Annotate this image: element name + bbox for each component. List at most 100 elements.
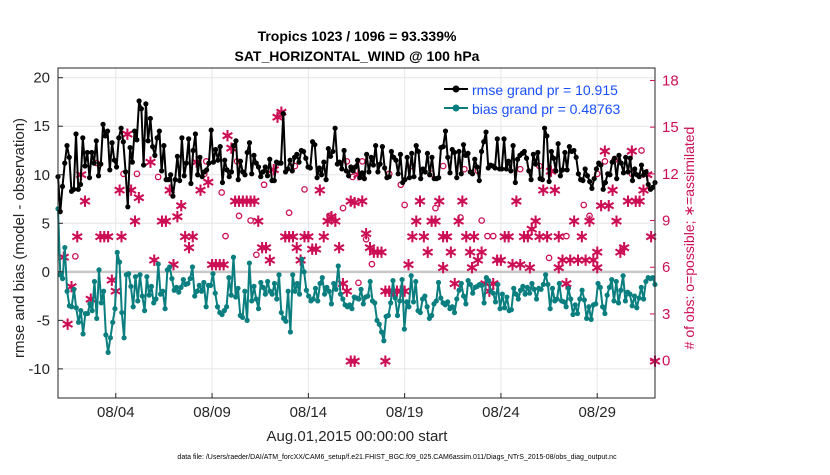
- bias-point: [636, 295, 642, 301]
- rmse-point: [332, 125, 338, 131]
- bias-point: [495, 281, 501, 288]
- obs-assimilated-marker: ∗: [378, 282, 392, 301]
- rmse-point: [483, 129, 489, 135]
- bias-point: [599, 304, 606, 310]
- obs-possible-marker: [432, 204, 439, 212]
- obs-assimilated-marker: ∗: [405, 227, 419, 246]
- rmse-point: [523, 155, 530, 161]
- obs-possible-marker: [326, 212, 333, 220]
- rmse-point: [89, 149, 95, 156]
- obs-assimilated-marker: ∗: [213, 255, 227, 274]
- rmse-point: [113, 164, 120, 170]
- bias-point: [185, 280, 191, 287]
- rmse-point: [551, 155, 557, 161]
- x-tick-label: 08/04: [97, 404, 135, 421]
- y-tick-label-left: -5: [37, 312, 50, 329]
- bias-point: [479, 282, 485, 289]
- bias-point: [456, 287, 462, 293]
- bias-point: [486, 277, 492, 284]
- bias-point: [112, 306, 118, 312]
- rmse-point: [366, 169, 372, 175]
- obs-assimilated-marker: ∗: [313, 180, 327, 199]
- bias-point: [137, 272, 143, 278]
- obs-assimilated-marker: ∗: [490, 250, 504, 269]
- rmse-point: [98, 161, 104, 167]
- bias-point: [235, 285, 241, 291]
- rmse-point: [379, 144, 386, 150]
- bias-point: [98, 300, 104, 306]
- obs-assimilated-marker: ∗: [282, 227, 296, 246]
- rmse-point: [584, 173, 591, 179]
- rmse-point: [614, 176, 620, 182]
- rmse-point: [314, 175, 320, 181]
- bias-point: [296, 291, 303, 297]
- rmse-point: [122, 169, 129, 175]
- bias-point: [319, 275, 325, 281]
- obs-assimilated-marker: ∗: [621, 191, 635, 210]
- y-axis-label-right: # of obs: o=possible; ∗=assimilated: [681, 127, 697, 350]
- obs-assimilated-marker: ∗: [347, 352, 361, 371]
- bias-point: [520, 283, 526, 289]
- rmse-point: [228, 169, 235, 175]
- obs-assimilated-marker: ∗: [301, 227, 315, 246]
- rmse-point: [287, 157, 293, 163]
- bias-point: [460, 293, 467, 299]
- bias-point: [579, 287, 585, 293]
- rmse-point: [528, 177, 534, 183]
- rmse-point: [71, 186, 77, 192]
- rmse-point: [465, 150, 471, 157]
- rmse-point: [84, 149, 90, 156]
- bias-point: [212, 290, 218, 296]
- bias-point: [85, 310, 91, 317]
- rmse-point: [57, 209, 63, 215]
- bias-point: [606, 284, 613, 290]
- obs-possible-marker: [580, 201, 588, 209]
- bias-point: [406, 304, 412, 310]
- bias-point: [269, 291, 275, 297]
- rmse-point: [573, 154, 579, 160]
- obs-assimilated-marker: ∗: [440, 227, 454, 246]
- rmse-point: [267, 156, 273, 162]
- bias-point: [326, 288, 332, 294]
- rmse-point: [93, 138, 99, 144]
- bias-point: [378, 329, 385, 335]
- rmse-point: [330, 148, 336, 155]
- obs-assimilated-marker: ∗: [625, 142, 639, 161]
- rmse-point: [177, 177, 183, 184]
- y-tick-label-left: 20: [33, 70, 50, 87]
- bias-point: [497, 306, 503, 312]
- rmse-point: [638, 162, 645, 168]
- bias-point: [71, 286, 77, 292]
- bias-point: [162, 306, 168, 312]
- bias-point: [262, 291, 268, 297]
- rmse-point: [627, 155, 633, 161]
- rmse-point: [375, 169, 381, 175]
- rmse-point: [355, 157, 361, 163]
- obs-possible-marker: [260, 181, 268, 189]
- bias-point: [556, 280, 562, 287]
- rmse-point: [476, 177, 482, 184]
- bias-point: [187, 276, 193, 282]
- obs-possible-marker: [457, 214, 464, 221]
- rmse-point: [409, 150, 415, 157]
- bias-point: [394, 312, 401, 319]
- bias-point: [631, 293, 638, 299]
- bias-point: [602, 310, 608, 317]
- rmse-point: [237, 158, 244, 164]
- bias-point: [540, 281, 546, 288]
- bias-point: [629, 303, 635, 309]
- obs-assimilated-marker: ∗: [417, 227, 431, 246]
- obs-assimilated-marker: ∗: [451, 212, 465, 231]
- rmse-point: [150, 144, 156, 150]
- bias-point: [337, 291, 344, 297]
- obs-assimilated-marker: ∗: [113, 180, 127, 199]
- obs-assimilated-marker: ∗: [251, 212, 265, 231]
- rmse-point: [107, 167, 113, 173]
- rmse-point: [168, 172, 174, 178]
- bias-point: [438, 295, 444, 301]
- rmse-point: [318, 172, 325, 178]
- rmse-point: [472, 156, 478, 162]
- obs-assimilated-marker: ∗: [413, 191, 427, 210]
- bias-point: [611, 298, 617, 304]
- bias-point: [604, 292, 610, 298]
